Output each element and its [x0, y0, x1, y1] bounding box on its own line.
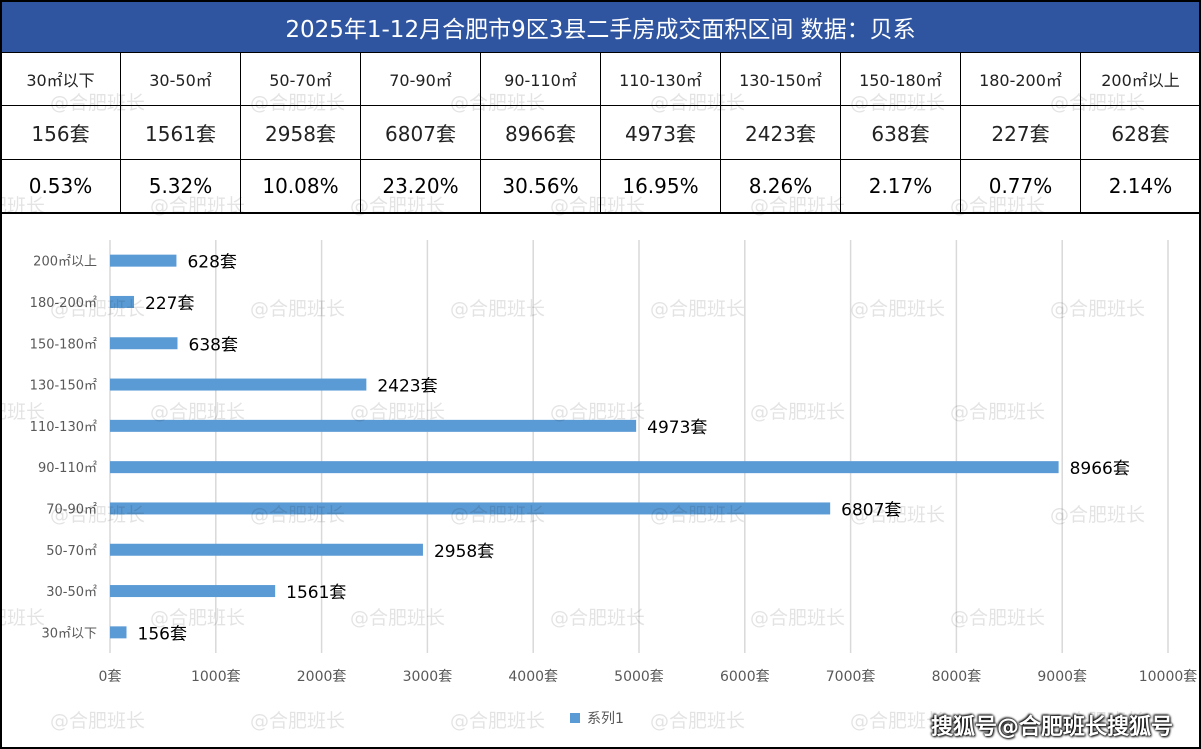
percent-cell: 10.08% — [240, 159, 361, 213]
count-cell: 156套 — [0, 105, 121, 160]
x-tick-label: 9000套 — [1037, 669, 1087, 685]
x-tick-label: 1000套 — [191, 669, 241, 685]
count-row: 156套 1561套 2958套 6807套 8966套 4973套 2423套 638套 22… — [0, 105, 1201, 160]
y-tick-label: 110-130㎡ — [30, 420, 97, 435]
data-label: 4973套 — [647, 418, 707, 438]
bar — [110, 378, 367, 391]
bar — [110, 626, 127, 639]
bar — [110, 254, 177, 267]
legend-label: 系列1 — [587, 711, 624, 727]
bar — [110, 419, 637, 432]
y-tick-label: 30-50㎡ — [46, 585, 97, 600]
header-cell: 50-70㎡ — [240, 52, 361, 106]
data-label: 227套 — [145, 294, 194, 314]
brand-watermark: 搜狐号@合肥班长搜狐号 — [930, 715, 1173, 740]
count-cell: 4973套 — [600, 105, 721, 160]
bar — [110, 337, 178, 350]
x-tick-label: 6000套 — [720, 669, 770, 685]
data-label: 628套 — [187, 253, 236, 273]
header-cell: 180-200㎡ — [960, 52, 1081, 106]
percent-cell: 0.53% — [0, 159, 121, 213]
y-tick-label: 90-110㎡ — [38, 461, 97, 476]
data-label: 8966套 — [1070, 459, 1130, 479]
percent-cell: 0.77% — [960, 159, 1081, 213]
header-cell: 130-150㎡ — [720, 52, 841, 106]
percent-cell: 16.95% — [600, 159, 721, 213]
percent-cell: 2.14% — [1080, 159, 1201, 213]
count-cell: 6807套 — [360, 105, 481, 160]
percent-cell: 2.17% — [840, 159, 961, 213]
header-cell: 90-110㎡ — [480, 52, 601, 106]
legend-swatch — [570, 713, 580, 723]
data-label: 6807套 — [841, 500, 901, 520]
percent-cell: 5.32% — [120, 159, 241, 213]
header-cell: 30㎡以下 — [0, 52, 121, 106]
bar — [110, 585, 276, 598]
bar — [110, 543, 423, 556]
x-tick-label: 4000套 — [508, 669, 558, 685]
data-label: 2958套 — [434, 542, 494, 562]
y-tick-label: 150-180㎡ — [30, 337, 97, 352]
bar — [110, 461, 1059, 474]
data-label: 2423套 — [377, 377, 437, 397]
x-tick-label: 8000套 — [932, 669, 982, 685]
data-label: 638套 — [189, 335, 238, 355]
y-tick-label: 50-70㎡ — [46, 544, 97, 559]
y-tick-label: 70-90㎡ — [46, 502, 97, 517]
percent-cell: 8.26% — [720, 159, 841, 213]
header-cell: 200㎡以上 — [1080, 52, 1201, 106]
y-tick-label: 180-200㎡ — [30, 296, 97, 311]
header-cell: 30-50㎡ — [120, 52, 241, 106]
y-tick-label: 130-150㎡ — [30, 379, 97, 394]
x-tick-label: 0套 — [99, 669, 122, 685]
y-tick-label: 30㎡以下 — [41, 626, 97, 641]
count-cell: 8966套 — [480, 105, 601, 160]
header-row: 30㎡以下 30-50㎡ 50-70㎡ 70-90㎡ 90-110㎡ 110-130㎡ 13… — [0, 52, 1201, 106]
x-tick-label: 2000套 — [297, 669, 347, 685]
summary-table: 30㎡以下 30-50㎡ 50-70㎡ 70-90㎡ 90-110㎡ 110-130㎡ 13… — [0, 52, 1201, 214]
count-cell: 2958套 — [240, 105, 361, 160]
percent-cell: 23.20% — [360, 159, 481, 213]
data-label: 1561套 — [286, 583, 346, 603]
header-cell: 70-90㎡ — [360, 52, 481, 106]
data-label: 156套 — [138, 624, 187, 644]
count-cell: 1561套 — [120, 105, 241, 160]
x-tick-label: 7000套 — [826, 669, 876, 685]
bar — [110, 502, 831, 515]
header-cell: 110-130㎡ — [600, 52, 721, 106]
count-cell: 2423套 — [720, 105, 841, 160]
percent-row: 0.53% 5.32% 10.08% 23.20% 30.56% 16.95% 8.26% 2… — [0, 159, 1201, 213]
x-tick-label: 10000套 — [1139, 669, 1198, 685]
x-tick-label: 5000套 — [614, 669, 664, 685]
count-cell: 628套 — [1080, 105, 1201, 160]
count-cell: 227套 — [960, 105, 1081, 160]
page-title: 2025年1-12月合肥市9区3县二手房成交面积区间 数据：贝系 — [2, 2, 1199, 52]
y-tick-label: 200㎡以上 — [33, 255, 97, 270]
bar — [110, 295, 135, 308]
x-tick-label: 3000套 — [403, 669, 453, 685]
